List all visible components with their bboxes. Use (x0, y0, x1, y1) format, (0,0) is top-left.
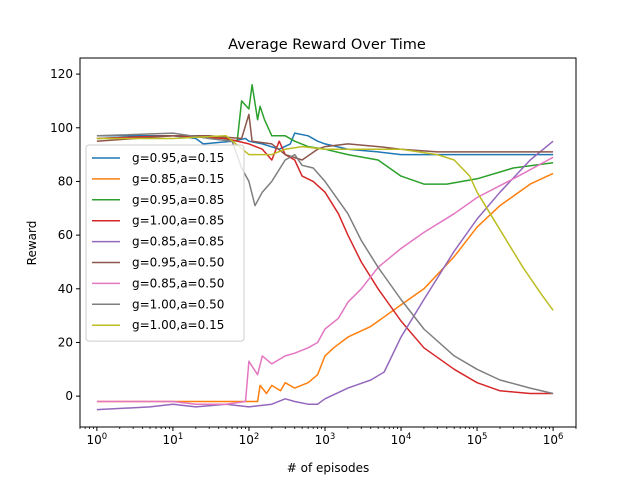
legend-label-7: g=1.00,a=0.50 (132, 297, 224, 311)
y-tick-label-2: 40 (58, 282, 73, 296)
legend-label-8: g=1.00,a=0.15 (132, 318, 224, 332)
y-tick-label-0: 0 (65, 389, 73, 403)
series-line-8 (96, 135, 554, 311)
legend-label-3: g=1.00,a=0.85 (132, 214, 224, 228)
series-line-4 (96, 140, 554, 411)
x-tick-label-6: 106 (543, 432, 564, 447)
legend-label-4: g=0.85,a=0.85 (132, 235, 224, 249)
series-line-2 (96, 84, 554, 185)
y-tick-label-6: 120 (50, 67, 73, 81)
x-tick-label-4: 104 (391, 432, 412, 447)
legend-label-5: g=0.95,a=0.50 (132, 256, 224, 270)
series-line-0 (96, 132, 554, 156)
series-line-1 (96, 172, 554, 403)
y-tick-label-4: 80 (58, 174, 73, 188)
y-axis-label: Reward (25, 221, 39, 266)
legend-box (85, 144, 245, 342)
x-tick-label-2: 102 (239, 432, 260, 447)
plot-frame (79, 57, 577, 428)
x-tick-label-0: 100 (87, 432, 108, 447)
y-tick-label-1: 20 (58, 335, 73, 349)
legend-label-0: g=0.95,a=0.15 (132, 151, 224, 165)
y-tick-label-5: 100 (50, 121, 73, 135)
series-line-5 (96, 113, 554, 161)
series-line-6 (96, 156, 554, 405)
legend-label-2: g=0.95,a=0.85 (132, 193, 224, 207)
x-tick-label-3: 103 (315, 432, 336, 447)
series-line-3 (96, 135, 554, 395)
x-tick-label-5: 105 (467, 432, 488, 447)
legend-label-1: g=0.85,a=0.15 (132, 172, 224, 186)
y-tick-label-3: 60 (58, 228, 73, 242)
legend-label-6: g=0.85,a=0.50 (132, 276, 224, 290)
chart-title: Average Reward Over Time (228, 37, 426, 53)
x-tick-label-1: 101 (163, 432, 184, 447)
x-axis-label: # of episodes (287, 461, 369, 475)
